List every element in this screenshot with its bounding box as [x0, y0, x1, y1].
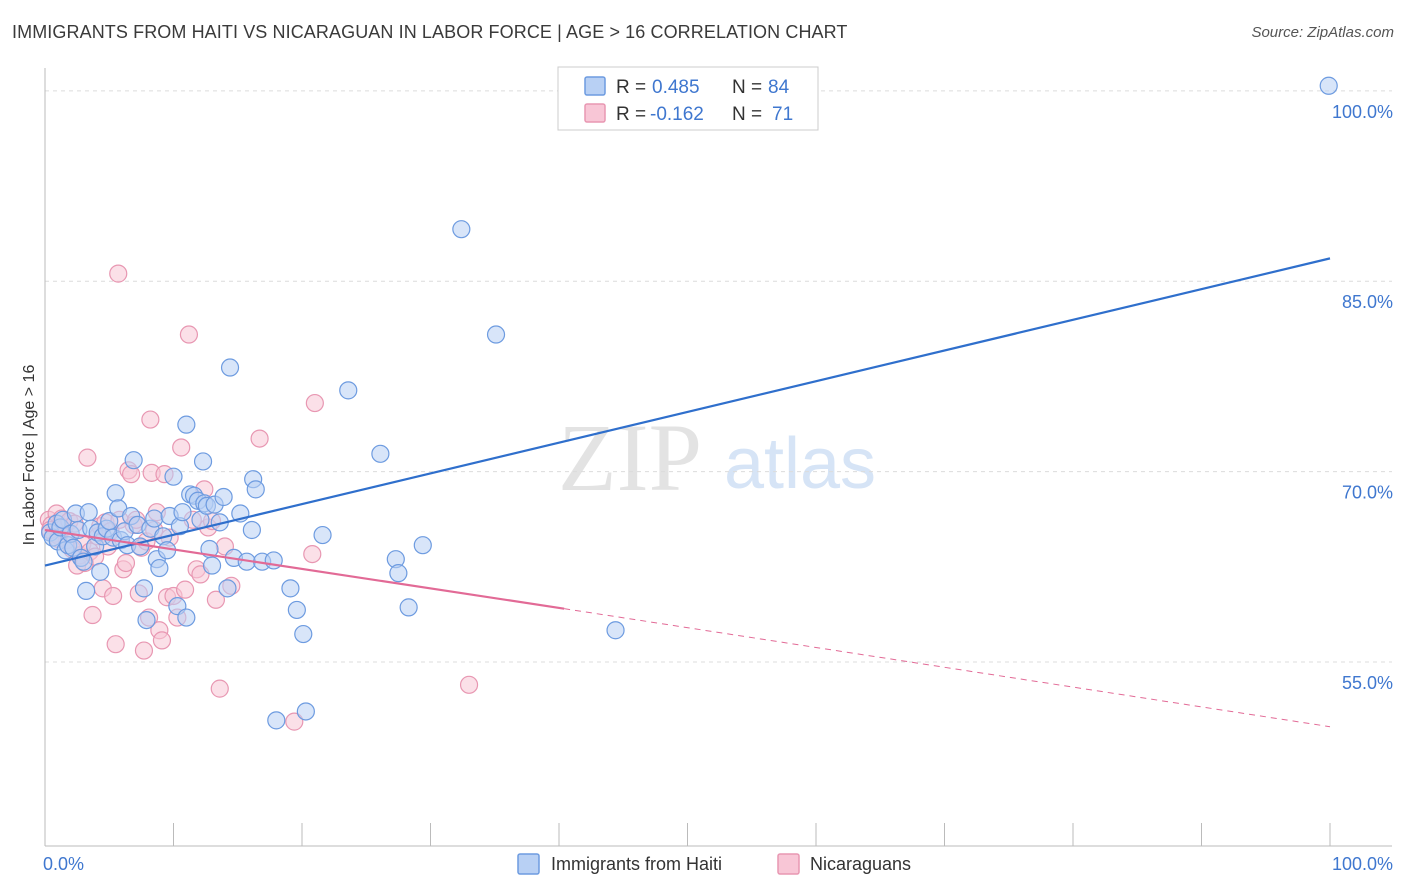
point-haiti: [294, 624, 313, 644]
point-haiti: [267, 711, 286, 730]
point-haiti: [389, 564, 408, 583]
point-haiti: [287, 600, 306, 620]
point-nicaraguans: [206, 590, 226, 609]
trend-line-nicaraguans-extrapolated: [564, 608, 1331, 728]
y-tick-label: 100.0%: [1332, 102, 1393, 122]
point-haiti: [164, 467, 183, 486]
point-haiti: [124, 451, 143, 470]
point-nicaraguans: [152, 631, 172, 650]
point-nicaraguans: [175, 580, 195, 599]
stats-n-label-nicaraguans: N =: [732, 104, 762, 125]
stats-r-value-haiti: 0.485: [652, 77, 700, 98]
series-legend: Immigrants from Haiti Nicaraguans: [517, 853, 911, 875]
series-haiti: [41, 76, 1338, 730]
trend-line-haiti: [44, 257, 1331, 567]
y-tick-label: 55.0%: [1342, 673, 1393, 693]
chart-title: IMMIGRANTS FROM HAITI VS NICARAGUAN IN L…: [12, 22, 848, 42]
point-nicaraguans: [104, 586, 123, 606]
stats-swatch-haiti: [584, 76, 606, 96]
point-nicaraguans: [78, 448, 97, 467]
stats-n-label-haiti: N =: [732, 77, 762, 98]
gridlines: [45, 90, 1392, 663]
point-nicaraguans: [179, 325, 199, 344]
x-tick-label-max: 100.0%: [1332, 854, 1393, 874]
point-nicaraguans: [116, 553, 136, 573]
trend-line-nicaraguans: [44, 528, 565, 610]
point-haiti: [177, 608, 196, 627]
point-haiti: [106, 484, 125, 503]
point-haiti: [452, 220, 471, 239]
point-haiti: [193, 452, 213, 471]
y-axis-label: In Labor Force | Age > 16: [21, 365, 38, 546]
stats-r-value-nicaraguans: -0.162: [650, 104, 704, 125]
point-haiti: [246, 480, 265, 499]
point-haiti: [399, 598, 418, 617]
point-haiti: [220, 358, 240, 377]
stats-r-label-nicaraguans: R =: [616, 104, 646, 125]
legend-label-nicaraguans: Nicaraguans: [810, 854, 911, 874]
axes: [44, 68, 1392, 847]
point-haiti: [202, 556, 222, 575]
point-haiti: [150, 558, 169, 578]
point-haiti: [486, 325, 506, 344]
x-tick-label-min: 0.0%: [43, 854, 84, 874]
point-haiti: [1319, 76, 1338, 95]
source-credit: Source: ZipAtlas.com: [1251, 24, 1394, 41]
legend-swatch-haiti: [517, 853, 540, 875]
point-nicaraguans: [459, 675, 479, 694]
watermark-atlas: atlas: [724, 424, 876, 504]
point-haiti: [371, 444, 390, 463]
point-haiti: [339, 381, 358, 400]
legend-swatch-nicaraguans: [777, 853, 800, 875]
point-nicaraguans: [106, 635, 125, 654]
point-haiti: [413, 536, 432, 555]
watermark: ZIP atlas: [558, 404, 876, 511]
point-haiti: [296, 702, 315, 721]
point-haiti: [281, 579, 300, 598]
point-haiti: [145, 509, 164, 528]
point-haiti: [134, 579, 154, 598]
point-haiti: [173, 503, 192, 522]
watermark-zip: ZIP: [558, 404, 702, 511]
tick-labels: 55.0% 70.0% 85.0% 100.0% 0.0% 100.0%: [43, 102, 1393, 874]
point-nicaraguans: [305, 393, 324, 413]
point-nicaraguans: [210, 679, 229, 698]
point-nicaraguans: [172, 438, 191, 457]
point-haiti: [77, 581, 96, 600]
point-nicaraguans: [250, 429, 269, 448]
stats-r-label-haiti: R =: [616, 77, 646, 98]
legend-label-haiti: Immigrants from Haiti: [551, 854, 722, 874]
point-nicaraguans: [83, 605, 102, 625]
point-haiti: [137, 610, 156, 630]
point-nicaraguans: [285, 712, 304, 731]
point-haiti: [214, 487, 233, 507]
point-haiti: [313, 525, 332, 545]
y-tick-label: 70.0%: [1342, 483, 1393, 503]
point-haiti: [91, 562, 110, 581]
point-haiti: [218, 579, 237, 598]
stats-n-value-haiti: 84: [768, 77, 790, 98]
point-nicaraguans: [141, 410, 160, 429]
stats-legend: R = 0.485 N = 84 R = -0.162 N = 71: [557, 66, 819, 131]
point-haiti: [79, 503, 98, 522]
point-nicaraguans: [109, 264, 128, 283]
point-haiti: [242, 520, 261, 540]
point-nicaraguans: [303, 544, 322, 564]
stats-n-value-nicaraguans: 71: [772, 104, 793, 125]
y-tick-label: 85.0%: [1342, 292, 1393, 312]
point-nicaraguans: [134, 641, 154, 660]
stats-swatch-nicaraguans: [584, 103, 606, 123]
trend-lines: [44, 257, 1331, 728]
point-haiti: [177, 415, 196, 434]
point-haiti: [606, 621, 625, 640]
